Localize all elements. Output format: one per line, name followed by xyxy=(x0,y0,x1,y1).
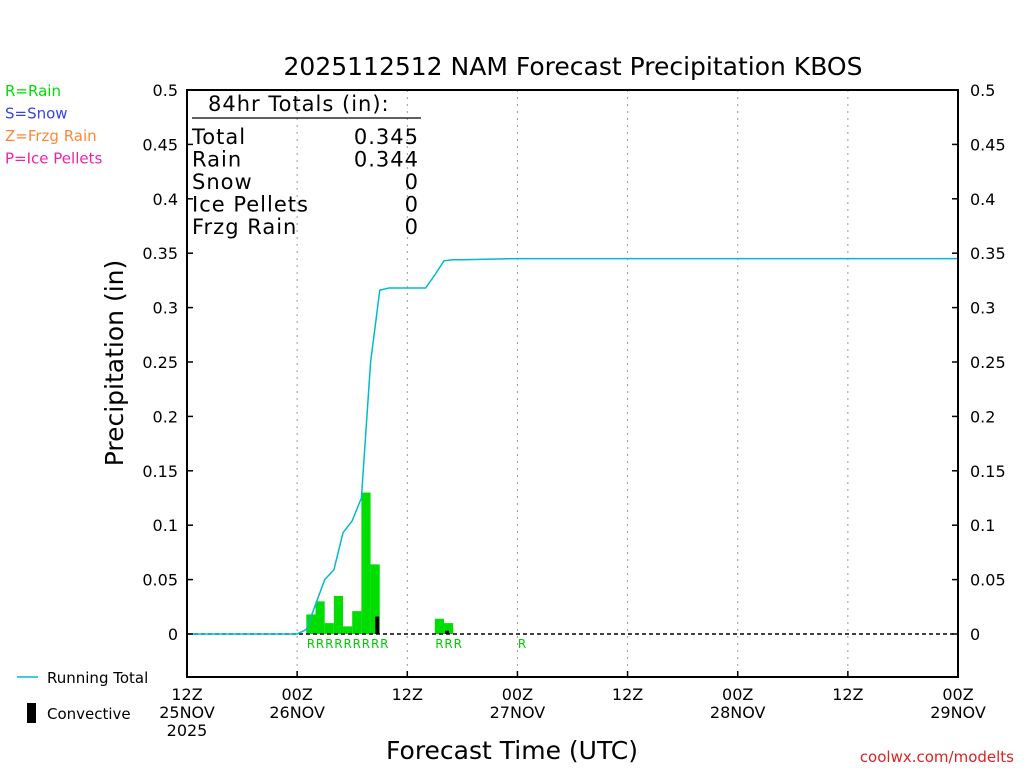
totals-row-value: 0 xyxy=(405,193,419,217)
x-tick-label: 25NOV xyxy=(159,703,215,722)
x-tick-label: 2025 xyxy=(167,721,208,740)
totals-row-label: Snow xyxy=(192,170,253,194)
ptype-marker: R xyxy=(316,637,324,651)
convective-bar xyxy=(445,630,450,634)
convective-legend-label: Convective xyxy=(47,705,131,723)
x-tick-label: 27NOV xyxy=(490,703,546,722)
convective-legend-swatch xyxy=(27,703,36,723)
rain-bar xyxy=(361,492,371,634)
y-tick-label-left: 0.05 xyxy=(142,571,178,590)
y-tick-label-left: 0 xyxy=(168,625,178,644)
rain-bars xyxy=(306,492,454,634)
totals-row-label: Total xyxy=(191,125,246,149)
x-axis-label: Forecast Time (UTC) xyxy=(386,736,638,765)
y-tick-label-right: 0.1 xyxy=(970,516,995,535)
ptype-marker: R xyxy=(380,637,388,651)
ptype-marker: R xyxy=(435,637,443,651)
ptype-legend-item: Z=Frzg Rain xyxy=(5,127,97,145)
ptype-marker: R xyxy=(362,637,370,651)
y-axis-ticks: 0 00.05 0.050.1 0.10.15 0.150.2 0.20.25 0.250.… xyxy=(142,81,1005,644)
x-tick-label: 00Z xyxy=(281,685,312,704)
y-tick-label-right: 0.25 xyxy=(970,353,1006,372)
ptype-legend-item: R=Rain xyxy=(5,82,61,100)
x-tick-label: 26NOV xyxy=(269,703,325,722)
y-tick-label-left: 0.25 xyxy=(142,353,178,372)
ptype-legend-item: S=Snow xyxy=(5,105,68,123)
totals-box: 84hr Totals (in): Total 0.345 Rain 0.344 Sno… xyxy=(191,92,421,239)
totals-row-label: Frzg Rain xyxy=(192,215,297,239)
totals-row-label: Rain xyxy=(192,148,242,172)
credit-text: coolwx.com/modelts xyxy=(860,748,1014,766)
y-tick-label-right: 0.5 xyxy=(970,81,995,100)
y-tick-label-left: 0.1 xyxy=(153,516,178,535)
ptype-marker: R xyxy=(307,637,315,651)
x-tick-label: 00Z xyxy=(942,685,973,704)
totals-row-label: Ice Pellets xyxy=(192,193,309,217)
x-tick-label: 29NOV xyxy=(930,703,986,722)
totals-row-value: 0 xyxy=(405,170,419,194)
ptype-legend-item: P=Ice Pellets xyxy=(5,150,102,168)
running-total-line xyxy=(187,257,958,635)
ptype-marker: R xyxy=(325,637,333,651)
ptype-marker: R xyxy=(371,637,379,651)
y-tick-label-left: 0.5 xyxy=(153,81,178,100)
rain-bar xyxy=(315,601,325,634)
totals-title: 84hr Totals (in): xyxy=(208,92,390,116)
x-tick-label: 12Z xyxy=(392,685,423,704)
rain-bar xyxy=(434,618,444,634)
ptype-marker: R xyxy=(353,637,361,651)
x-tick-label: 12Z xyxy=(171,685,202,704)
bottom-legend: Running Total Convective xyxy=(17,669,148,723)
rain-bar xyxy=(370,564,380,634)
ptype-marker: R xyxy=(334,637,342,651)
y-tick-label-left: 0.45 xyxy=(142,135,178,154)
ptype-marker: R xyxy=(444,637,452,651)
running-total-legend-label: Running Total xyxy=(47,669,148,687)
x-tick-label: 28NOV xyxy=(710,703,766,722)
plot-frame xyxy=(186,89,959,678)
y-tick-label-right: 0 xyxy=(970,625,980,644)
totals-row-value: 0.344 xyxy=(354,148,419,172)
y-tick-label-right: 0.4 xyxy=(970,190,995,209)
x-tick-label: 00Z xyxy=(722,685,753,704)
rain-bar xyxy=(333,595,344,634)
y-tick-label-left: 0.2 xyxy=(153,407,178,426)
ptype-marker: R xyxy=(518,637,526,651)
y-axis-label: Precipitation (in) xyxy=(100,260,129,467)
rain-bar xyxy=(306,614,316,634)
y-tick-label-left: 0.15 xyxy=(142,462,178,481)
y-tick-label-left: 0.35 xyxy=(142,244,178,263)
rain-bar xyxy=(352,611,362,634)
ptype-marker: R xyxy=(454,637,462,651)
rain-bar xyxy=(343,626,353,634)
rain-bar xyxy=(444,623,454,634)
x-tick-label: 12Z xyxy=(832,685,863,704)
y-tick-label-right: 0.15 xyxy=(970,462,1006,481)
convective-bars xyxy=(375,616,450,634)
y-tick-label-right: 0.45 xyxy=(970,135,1006,154)
totals-row-value: 0 xyxy=(405,215,419,239)
y-tick-label-right: 0.3 xyxy=(970,299,995,318)
convective-bar xyxy=(375,616,380,634)
totals-row-value: 0.345 xyxy=(354,125,419,149)
y-tick-label-right: 0.05 xyxy=(970,571,1006,590)
ptype-marker: R xyxy=(343,637,351,651)
y-tick-label-left: 0.3 xyxy=(153,299,178,318)
ptype-legend: R=Rain S=Snow Z=Frzg Rain P=Ice Pellets xyxy=(5,82,102,168)
x-tick-label: 00Z xyxy=(502,685,533,704)
y-tick-label-right: 0.2 xyxy=(970,407,995,426)
chart-title: 2025112512 NAM Forecast Precipitation KB… xyxy=(284,52,863,81)
rain-bar xyxy=(324,623,334,634)
x-tick-label: 12Z xyxy=(612,685,643,704)
y-tick-label-right: 0.35 xyxy=(970,244,1006,263)
y-tick-label-left: 0.4 xyxy=(153,190,178,209)
